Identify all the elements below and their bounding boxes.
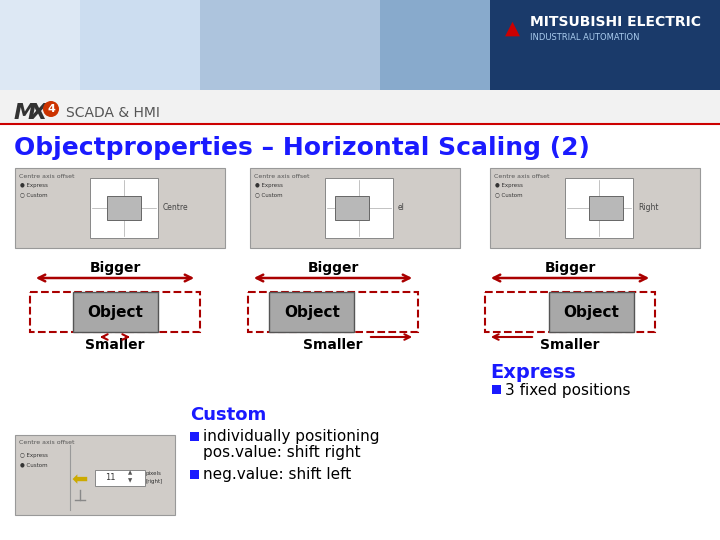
Bar: [190, 470, 199, 479]
Bar: [490, 0, 720, 90]
Text: el: el: [398, 204, 405, 213]
Text: pos.value: shift right: pos.value: shift right: [203, 444, 361, 460]
Bar: [248, 292, 418, 332]
Text: Smaller: Smaller: [540, 338, 600, 352]
Text: ⬅: ⬅: [72, 470, 88, 489]
Bar: [565, 178, 633, 238]
Text: ○ Custom: ○ Custom: [255, 192, 283, 198]
Text: Centre axis offset: Centre axis offset: [19, 173, 74, 179]
Text: ● Express: ● Express: [20, 184, 48, 188]
Bar: [30, 292, 200, 332]
Bar: [95, 470, 145, 486]
Bar: [0, 0, 550, 90]
Bar: [250, 168, 460, 248]
Text: individually positioning: individually positioning: [203, 429, 379, 444]
Text: ● Express: ● Express: [495, 184, 523, 188]
Text: Bigger: Bigger: [89, 261, 140, 275]
Text: SCADA & HMI: SCADA & HMI: [66, 106, 160, 120]
Bar: [269, 292, 354, 332]
Text: Express: Express: [490, 363, 576, 382]
Bar: [107, 196, 141, 220]
Bar: [15, 168, 225, 248]
Text: [right]: [right]: [145, 478, 162, 483]
Text: M: M: [14, 103, 36, 123]
Text: ▲: ▲: [128, 470, 132, 476]
Bar: [90, 178, 158, 238]
Text: Right: Right: [638, 204, 659, 213]
Text: neg.value: shift left: neg.value: shift left: [203, 468, 351, 483]
Text: Smaller: Smaller: [85, 338, 145, 352]
Text: Object: Object: [284, 305, 340, 320]
Bar: [0, 0, 720, 90]
Bar: [0, 0, 200, 90]
Text: INDUSTRIAL AUTOMATION: INDUSTRIAL AUTOMATION: [530, 33, 639, 43]
Text: ○ Express: ○ Express: [20, 453, 48, 457]
Circle shape: [43, 101, 59, 117]
Bar: [492, 385, 501, 394]
Bar: [0, 0, 80, 90]
Text: ○ Custom: ○ Custom: [20, 192, 48, 198]
Text: X: X: [29, 103, 46, 123]
Text: 11: 11: [104, 474, 115, 483]
Text: 3 fixed positions: 3 fixed positions: [505, 382, 631, 397]
Bar: [335, 196, 369, 220]
Text: Custom: Custom: [190, 406, 266, 424]
Text: Bigger: Bigger: [307, 261, 359, 275]
Bar: [0, 90, 720, 125]
Text: ▼: ▼: [128, 478, 132, 483]
Text: Centre axis offset: Centre axis offset: [494, 173, 549, 179]
Bar: [190, 432, 199, 441]
Bar: [490, 168, 700, 248]
Text: pixels: pixels: [145, 470, 161, 476]
Text: ▲: ▲: [505, 18, 520, 37]
Bar: [589, 196, 623, 220]
Bar: [15, 435, 175, 515]
Bar: [0, 0, 380, 90]
Text: ○ Custom: ○ Custom: [495, 192, 523, 198]
Text: 4: 4: [47, 104, 55, 114]
Text: MITSUBISHI ELECTRIC: MITSUBISHI ELECTRIC: [530, 15, 701, 29]
Text: Object: Object: [563, 305, 619, 320]
Text: Centre: Centre: [163, 204, 189, 213]
Text: Bigger: Bigger: [544, 261, 595, 275]
Text: ● Custom: ● Custom: [20, 462, 48, 468]
Text: Object: Object: [87, 305, 143, 320]
Text: Objectproperties – Horizontal Scaling (2): Objectproperties – Horizontal Scaling (2…: [14, 136, 590, 160]
Bar: [325, 178, 393, 238]
Text: Centre axis offset: Centre axis offset: [254, 173, 310, 179]
Bar: [549, 292, 634, 332]
Bar: [73, 292, 158, 332]
Bar: [485, 292, 655, 332]
Text: ● Express: ● Express: [255, 184, 283, 188]
Text: Centre axis offset: Centre axis offset: [19, 441, 74, 446]
Text: Smaller: Smaller: [303, 338, 363, 352]
